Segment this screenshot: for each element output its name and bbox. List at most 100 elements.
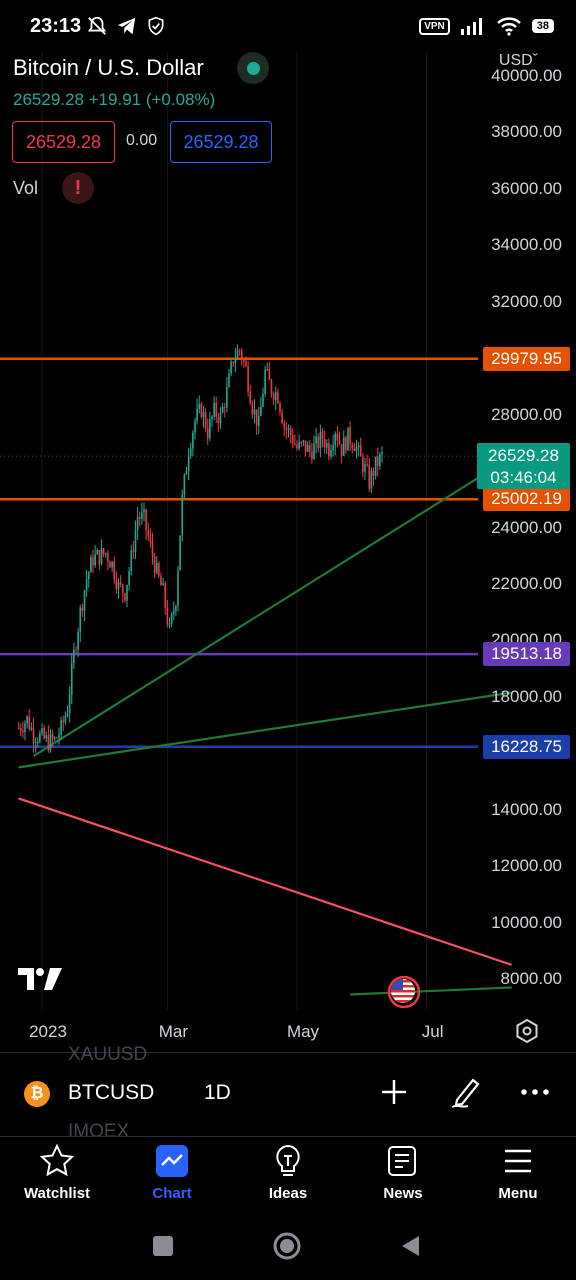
candle-down bbox=[164, 583, 167, 608]
candle-down bbox=[304, 440, 307, 452]
candle-down bbox=[340, 443, 343, 456]
price-axis-tick: 36000.00 bbox=[491, 178, 562, 198]
bottom-navigation: Watchlist Chart Ideas News Menu bbox=[0, 1137, 576, 1215]
chart-settings-icon[interactable] bbox=[514, 1018, 540, 1044]
candle-up bbox=[313, 443, 315, 459]
buy-price-button[interactable]: 26529.28 bbox=[170, 121, 272, 163]
candle-up bbox=[221, 406, 224, 413]
candle-up bbox=[370, 470, 373, 489]
candle-down bbox=[22, 730, 24, 732]
candle-up bbox=[170, 614, 173, 624]
candle-up bbox=[196, 408, 198, 421]
plus-icon[interactable] bbox=[378, 1076, 410, 1108]
candle-down bbox=[217, 416, 220, 423]
nav-ideas[interactable]: Ideas bbox=[238, 1137, 338, 1215]
candle-up bbox=[342, 437, 345, 456]
candle-down bbox=[277, 392, 279, 403]
candle-up bbox=[66, 713, 69, 717]
candle-up bbox=[189, 448, 192, 456]
home-icon[interactable] bbox=[272, 1231, 302, 1261]
candle-up bbox=[262, 393, 264, 407]
candle-up bbox=[185, 470, 188, 475]
price-axis-tick: 32000.00 bbox=[491, 291, 562, 311]
candle-up bbox=[117, 582, 120, 589]
candle-up bbox=[230, 361, 232, 374]
recent-apps-icon[interactable] bbox=[148, 1231, 178, 1261]
nav-news[interactable]: News bbox=[353, 1137, 453, 1215]
currency-selector[interactable]: USDˇ bbox=[499, 52, 538, 70]
candle-up bbox=[26, 716, 28, 724]
muted-bell-icon bbox=[87, 16, 107, 35]
candle-up bbox=[194, 420, 196, 433]
price-axis-tick: 12000.00 bbox=[491, 856, 562, 876]
more-icon[interactable] bbox=[519, 1076, 551, 1108]
price-chart[interactable] bbox=[0, 52, 576, 1052]
candle-up bbox=[143, 509, 145, 513]
candle-up bbox=[187, 455, 190, 471]
candle-down bbox=[81, 607, 84, 611]
candle-up bbox=[287, 428, 290, 430]
back-icon[interactable] bbox=[396, 1231, 426, 1261]
candle-down bbox=[206, 428, 209, 439]
nav-menu[interactable]: Menu bbox=[468, 1137, 568, 1215]
candle-down bbox=[283, 423, 286, 428]
candle-up bbox=[134, 530, 137, 552]
candle-down bbox=[240, 350, 243, 361]
candle-down bbox=[115, 579, 118, 589]
tradingview-logo[interactable] bbox=[16, 966, 64, 992]
candle-down bbox=[289, 428, 292, 436]
candle-up bbox=[126, 584, 128, 601]
candle-down bbox=[145, 509, 147, 530]
candle-down bbox=[323, 438, 326, 448]
bitcoin-logo-icon: ₿ bbox=[24, 1081, 50, 1107]
candle-down bbox=[300, 442, 303, 444]
candle-up bbox=[94, 554, 96, 566]
candle-down bbox=[153, 556, 156, 574]
price-axis-tick: 8000.00 bbox=[500, 969, 562, 988]
candle-down bbox=[138, 517, 141, 519]
nav-watchlist[interactable]: Watchlist bbox=[7, 1137, 107, 1215]
sell-price-button[interactable]: 26529.28 bbox=[12, 121, 115, 163]
news-icon bbox=[388, 1146, 416, 1176]
candle-down bbox=[32, 727, 35, 743]
candle-up bbox=[100, 548, 103, 564]
candle-up bbox=[234, 358, 237, 364]
candle-up bbox=[175, 606, 177, 611]
candle-up bbox=[104, 553, 107, 555]
candle-down bbox=[149, 536, 152, 543]
candle-up bbox=[213, 402, 215, 417]
chart-area[interactable] bbox=[0, 52, 576, 1052]
candle-up bbox=[73, 649, 75, 664]
nav-chart[interactable]: Chart bbox=[122, 1137, 222, 1215]
nav-label: Ideas bbox=[268, 1185, 308, 1202]
warning-icon[interactable]: ! bbox=[62, 172, 94, 204]
candle-down bbox=[243, 360, 245, 362]
candle-up bbox=[181, 494, 184, 536]
candle-down bbox=[321, 432, 324, 439]
price-line-tag[interactable]: 25002.19 bbox=[483, 487, 570, 512]
symbol-title[interactable]: Bitcoin / U.S. Dollar bbox=[13, 55, 204, 80]
menu-icon bbox=[505, 1149, 531, 1173]
candle-down bbox=[349, 427, 351, 445]
candle-down bbox=[107, 553, 109, 562]
candle-down bbox=[366, 464, 368, 466]
current-price-value: 26529.28 bbox=[488, 446, 559, 465]
volume-indicator-label[interactable]: Vol bbox=[13, 178, 39, 198]
timeframe-selector[interactable]: 1D bbox=[204, 1081, 231, 1104]
bar-countdown: 03:46:04 bbox=[490, 468, 557, 487]
candle-up bbox=[90, 557, 92, 573]
candle-up bbox=[49, 733, 52, 751]
us-flag-icon[interactable] bbox=[384, 976, 424, 1008]
price-axis-tick: 24000.00 bbox=[491, 517, 562, 537]
candle-up bbox=[111, 561, 113, 568]
price-line-tag[interactable]: 19513.18 bbox=[483, 642, 570, 667]
candle-down bbox=[98, 550, 101, 564]
symbol-selector[interactable]: BTCUSD bbox=[68, 1081, 155, 1104]
price-line-tag[interactable]: 29979.95 bbox=[483, 346, 570, 371]
candle-up bbox=[155, 562, 158, 574]
drawing-tools-icon[interactable] bbox=[449, 1074, 483, 1110]
price-line-tag[interactable]: 16228.75 bbox=[483, 734, 570, 759]
candle-down bbox=[147, 529, 150, 537]
market-status-indicator[interactable] bbox=[237, 52, 269, 84]
vpn-badge: VPN bbox=[419, 17, 450, 35]
